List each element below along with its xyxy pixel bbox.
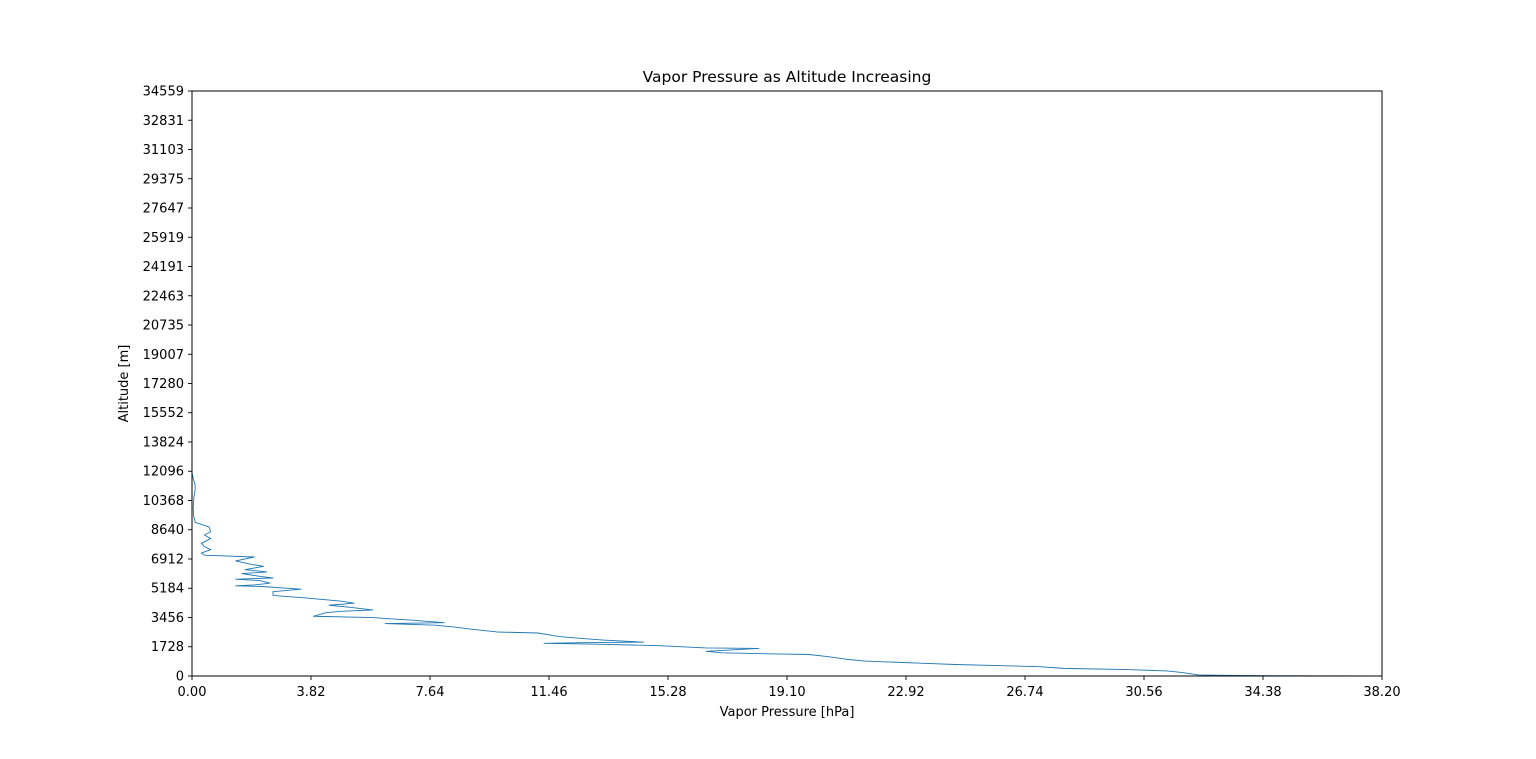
y-tick-label: 31103 <box>143 143 184 158</box>
y-tick-label: 24191 <box>143 260 184 275</box>
y-tick-label: 34559 <box>143 85 184 100</box>
x-tick-label: 11.46 <box>530 685 567 700</box>
plot-area <box>191 472 1383 677</box>
y-tick-label: 27647 <box>143 202 184 217</box>
x-tick-label: 7.64 <box>416 685 445 700</box>
x-tick-label: 3.82 <box>297 685 326 700</box>
y-tick-label: 3456 <box>151 611 184 626</box>
y-tick-label: 8640 <box>151 523 184 538</box>
y-tick-label: 6912 <box>151 552 184 567</box>
x-axis: 0.00 3.82 7.64 11.46 15.28 19.10 22.92 26.74 30.… <box>178 676 1401 700</box>
y-tick-label: 0 <box>176 670 184 685</box>
y-axis-label: Altitude [m] <box>117 345 132 423</box>
y-tick-label: 20735 <box>143 319 184 334</box>
x-tick-label: 26.74 <box>1006 685 1043 700</box>
y-tick-label: 13824 <box>143 435 184 450</box>
y-tick-label: 17280 <box>143 377 184 392</box>
x-tick-label: 34.38 <box>1244 685 1281 700</box>
x-tick-label: 30.56 <box>1125 685 1162 700</box>
y-tick-label: 10368 <box>143 494 184 509</box>
y-tick-label: 19007 <box>143 348 184 363</box>
y-tick-label: 15552 <box>143 406 184 421</box>
y-axis: 0 1728 3456 5184 6912 8640 10368 12096 13824 1555… <box>143 85 192 685</box>
y-tick-label: 29375 <box>143 172 184 187</box>
x-tick-label: 15.28 <box>649 685 686 700</box>
x-tick-label: 38.20 <box>1363 685 1400 700</box>
x-tick-label: 19.10 <box>768 685 805 700</box>
y-tick-label: 12096 <box>143 465 184 480</box>
series-line <box>191 472 1383 677</box>
chart-title: Vapor Pressure as Altitude Increasing <box>643 68 932 86</box>
y-tick-label: 5184 <box>151 582 184 597</box>
y-tick-label: 1728 <box>151 640 184 655</box>
y-tick-label: 25919 <box>143 231 184 246</box>
x-tick-label: 0.00 <box>178 685 207 700</box>
y-tick-label: 32831 <box>143 114 184 129</box>
y-tick-label: 22463 <box>143 289 184 304</box>
x-axis-label: Vapor Pressure [hPa] <box>720 705 855 720</box>
x-tick-label: 22.92 <box>887 685 924 700</box>
